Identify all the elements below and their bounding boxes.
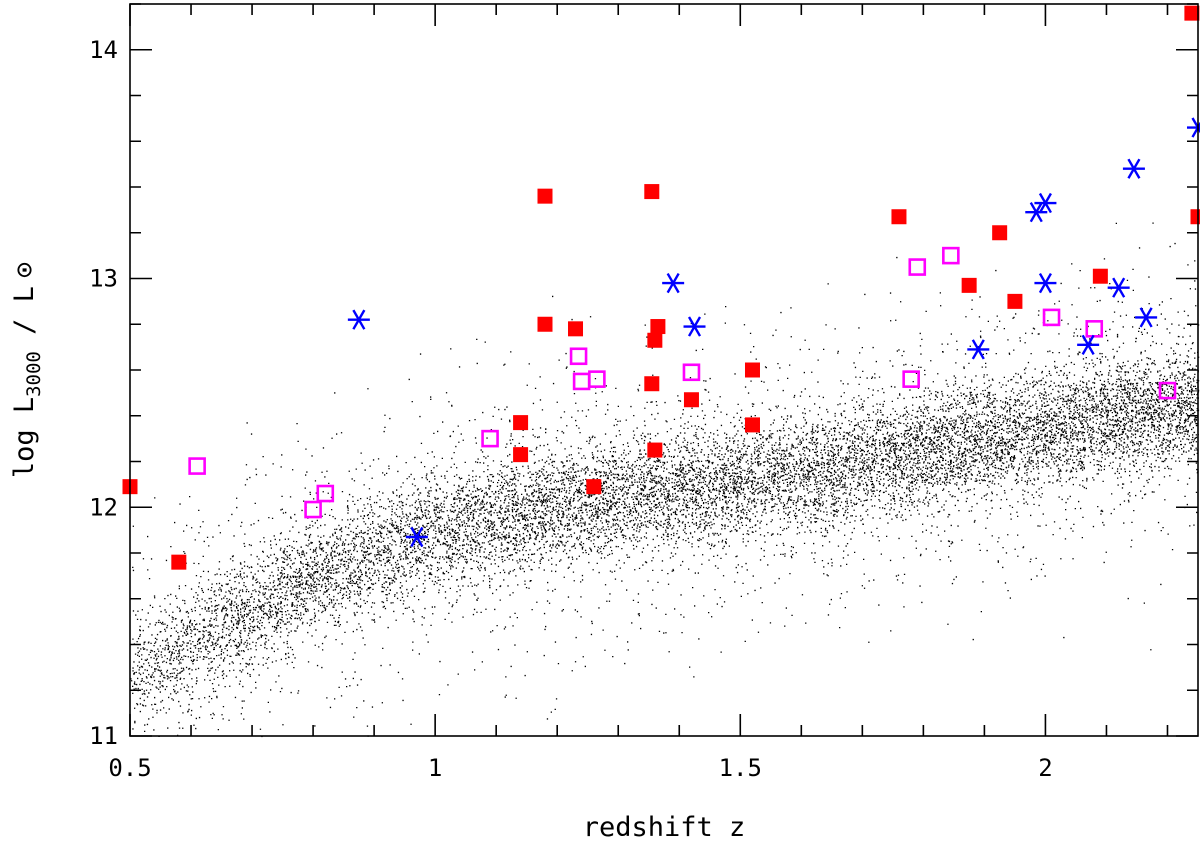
y-tick-label: 11 [89,722,118,750]
open-square-point [942,246,960,265]
filled-square-point [961,277,977,293]
asterisk-point [1135,307,1158,328]
open-square-point [1042,308,1061,327]
tick-labels: 0.5 1 1.5 2 11 12 13 14 [89,36,1053,782]
open-square-point [902,370,920,388]
x-tick-label: 1.5 [719,754,762,782]
filled-square-point [891,209,907,225]
asterisk-point [1034,192,1057,214]
y-tick-label: 12 [89,493,118,521]
asterisk-point [347,309,370,330]
filled-square-point [647,442,663,458]
filled-square-point [537,316,553,332]
highlighted-points [122,5,1200,570]
open-square-point [316,484,335,503]
filled-square-point [513,447,529,463]
filled-square-point [568,321,584,337]
asterisk-point [683,316,706,337]
y-tick-label: 14 [89,36,118,64]
asterisk-point [1122,158,1145,179]
filled-square-point [683,392,699,408]
filled-square-point [586,479,602,495]
y-axis-label-suffix: / L [9,286,40,351]
open-square-point [588,370,606,388]
filled-square-point [171,554,187,570]
filled-square-point [644,376,660,392]
filled-square-point [1190,209,1200,225]
y-tick-label: 13 [89,265,118,293]
filled-square-point [992,225,1008,241]
axis-ticks [129,3,1198,737]
open-square-point [304,500,322,519]
background-points [130,222,1200,738]
asterisk-point [1107,277,1130,298]
open-square-point [572,372,591,391]
asterisk-point [1025,202,1048,223]
sun-symbol: ⊙ [9,262,40,278]
filled-square-point [744,417,760,433]
y-axis-label-prefix: log L [9,397,40,478]
y-axis-label: log L3000 / L ⊙ [9,262,45,478]
asterisk-point [967,339,990,360]
filled-square-point [537,188,553,204]
filled-square-point [513,415,529,431]
x-axis-label: redshift z [583,812,746,843]
open-square-point [1085,320,1104,338]
filled-square-point [744,362,760,378]
asterisk-point [662,272,685,294]
filled-square-point [644,184,660,200]
tick-marks [129,3,1198,737]
y-axis-label-subscript: 3000 [23,351,45,397]
x-tick-label: 1 [428,754,442,782]
asterisk-point [1034,272,1057,294]
x-tick-label: 2 [1038,754,1052,782]
filled-square-point [650,319,666,335]
plot-frame [129,3,1199,737]
filled-square-point [1092,268,1108,284]
background-dots [130,222,1200,738]
open-square-point [188,457,206,475]
filled-square-point [1007,293,1023,309]
asterisk-point [1077,334,1100,355]
open-square-point [1158,381,1177,400]
filled-square-point [647,332,663,348]
filled-square-point [1184,5,1200,21]
x-tick-label: 0.5 [108,754,151,782]
open-square-point [908,258,927,276]
open-square-point [569,347,588,366]
open-square-point [682,363,701,382]
open-square-point [481,429,499,448]
asterisk-point [405,526,428,548]
